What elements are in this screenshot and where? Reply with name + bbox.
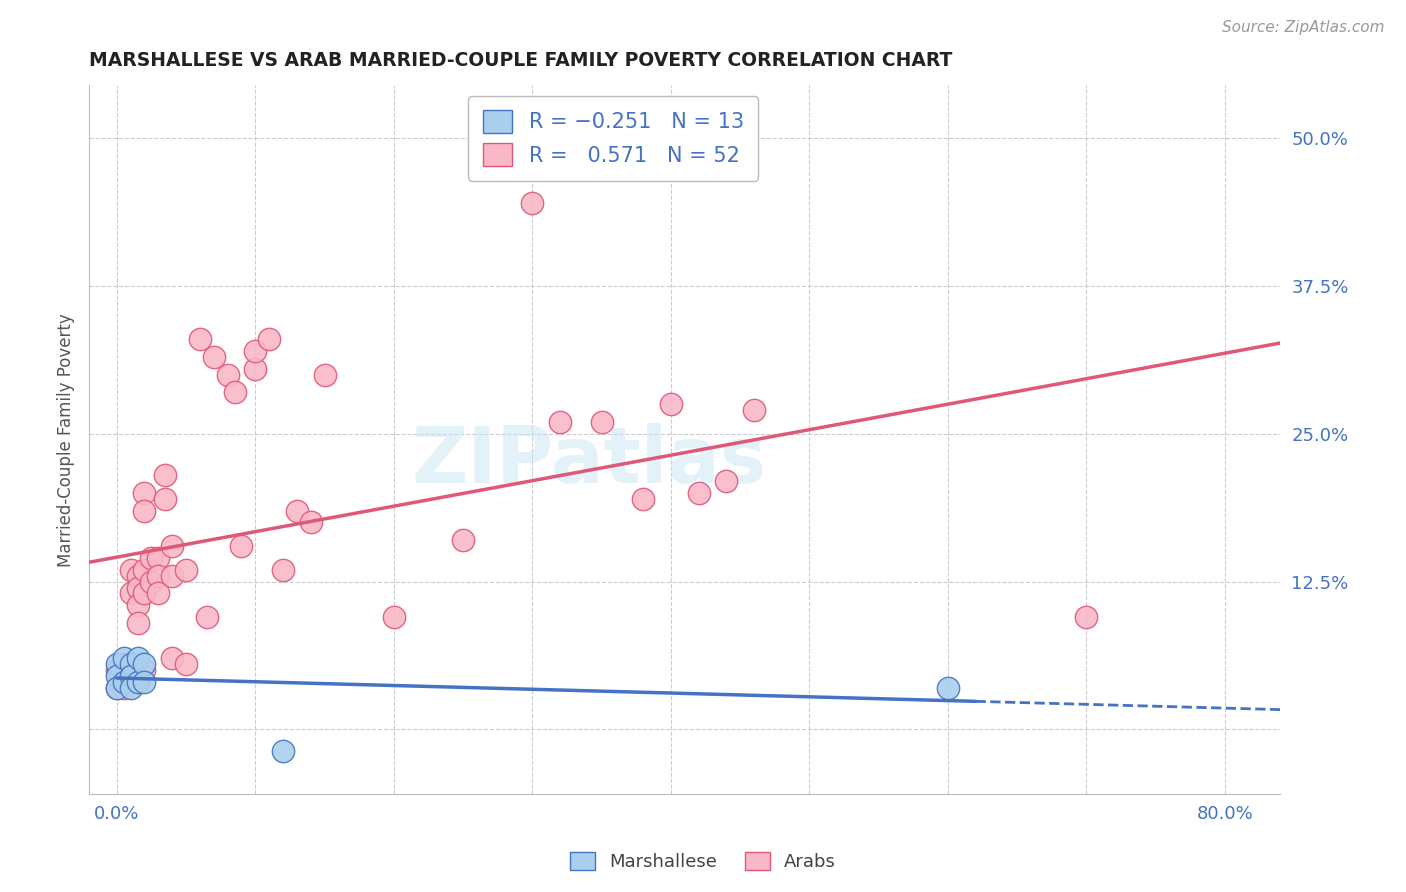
Point (112, 681, 135, 695)
Point (245, 361, 267, 376)
Point (174, 563, 197, 577)
Point (160, 539, 183, 553)
Point (591, 415, 613, 429)
Point (188, 332, 211, 346)
Point (195, 610, 218, 624)
Point (155, 468, 177, 483)
Point (127, 581, 149, 595)
Point (127, 599, 149, 613)
Point (134, 586, 156, 600)
Point (120, 563, 142, 577)
Point (936, 681, 959, 695)
Point (127, 615, 149, 630)
Point (134, 657, 156, 672)
Point (105, 657, 128, 672)
Point (245, 344, 267, 359)
Point (120, 586, 142, 600)
Point (134, 663, 156, 677)
Point (155, 491, 177, 506)
Legend: R = −0.251   N = 13, R =   0.571   N = 52: R = −0.251 N = 13, R = 0.571 N = 52 (468, 95, 758, 180)
Point (299, 516, 322, 530)
Point (148, 568, 170, 582)
Point (112, 675, 135, 690)
Point (202, 350, 225, 364)
Point (659, 397, 682, 411)
Point (271, 563, 294, 577)
Point (257, 332, 280, 346)
Point (174, 657, 197, 672)
Text: Source: ZipAtlas.com: Source: ZipAtlas.com (1222, 20, 1385, 35)
Point (105, 681, 128, 695)
Point (314, 368, 336, 382)
Point (148, 551, 170, 566)
Point (688, 486, 710, 500)
Point (127, 568, 149, 582)
Point (141, 551, 163, 566)
Point (105, 681, 128, 695)
Point (217, 368, 239, 382)
Point (451, 533, 474, 548)
Point (105, 663, 128, 677)
Y-axis label: Married-Couple Family Poverty: Married-Couple Family Poverty (58, 313, 75, 566)
Point (548, 415, 571, 429)
Point (134, 675, 156, 690)
Point (1076, 610, 1098, 624)
Point (105, 669, 128, 683)
Point (127, 651, 149, 665)
Point (120, 657, 142, 672)
Point (522, 196, 544, 211)
Point (134, 563, 156, 577)
Point (631, 491, 654, 506)
Point (231, 539, 253, 553)
Point (271, 744, 294, 758)
Point (127, 675, 149, 690)
Text: MARSHALLESE VS ARAB MARRIED-COUPLE FAMILY POVERTY CORRELATION CHART: MARSHALLESE VS ARAB MARRIED-COUPLE FAMIL… (89, 51, 952, 70)
Point (160, 651, 183, 665)
Point (148, 586, 170, 600)
Point (112, 657, 135, 672)
Point (742, 403, 765, 417)
Point (160, 568, 183, 582)
Point (112, 651, 135, 665)
Point (112, 669, 135, 683)
Point (134, 504, 156, 518)
Point (141, 574, 163, 589)
Legend: Marshallese, Arabs: Marshallese, Arabs (562, 845, 844, 879)
Point (224, 385, 246, 400)
Point (134, 486, 156, 500)
Text: ZIPatlas: ZIPatlas (412, 423, 766, 499)
Point (120, 681, 142, 695)
Point (285, 504, 308, 518)
Point (382, 610, 405, 624)
Point (120, 669, 142, 683)
Point (716, 474, 738, 488)
